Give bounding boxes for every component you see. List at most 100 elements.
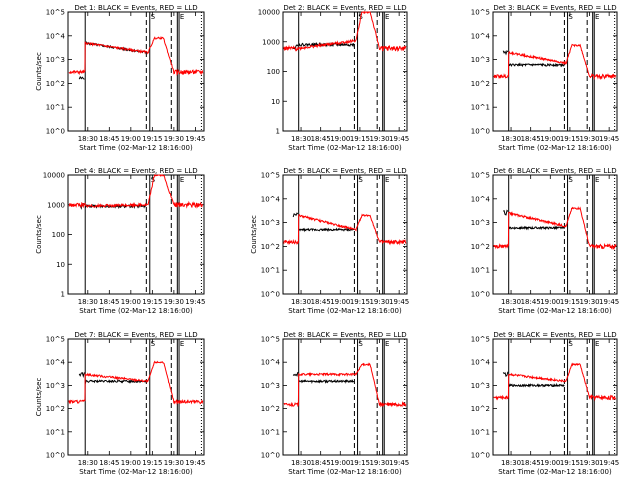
y-tick-label: 10^5 xyxy=(471,336,490,344)
x-tick-label: 19:30 xyxy=(164,459,184,467)
x-tick-label: 19:30 xyxy=(579,298,599,306)
y-tick-label: 10^0 xyxy=(471,291,490,299)
x-tick-label: 19:30 xyxy=(164,298,184,306)
y-tick-label: 10^2 xyxy=(46,80,65,88)
panel-det-8: Det 8: BLACK = Events, RED = LLD 10^0 10^1… xyxy=(261,331,409,476)
y-tick-label: 10^4 xyxy=(46,32,66,40)
x-tick-label: 18:45 xyxy=(311,135,331,143)
x-tick-label: 18:45 xyxy=(99,459,119,467)
y-tick-label: 1000 xyxy=(262,38,280,46)
y-tick-label: 10^2 xyxy=(46,405,65,413)
x-tick-label: 18:30 xyxy=(501,459,521,467)
y-tick-label: 10^1 xyxy=(471,104,490,112)
panel-title: Det 9: BLACK = Events, RED = LLD xyxy=(493,331,616,339)
flag-marker-label: E xyxy=(385,176,389,184)
panel-title: Det 4: BLACK = Events, RED = LLD xyxy=(74,167,197,175)
y-tick-label: 10^2 xyxy=(261,243,280,251)
y-tick-label: 10^1 xyxy=(261,267,280,275)
plot-frame xyxy=(282,174,408,295)
x-tick-label: 19:15 xyxy=(560,459,580,467)
x-axis-label: Start Time (02-Mar-12 18:16:00) xyxy=(79,307,193,315)
lld-series xyxy=(283,213,407,246)
y-tick-label: 10^5 xyxy=(46,9,65,17)
x-tick-label: 19:00 xyxy=(330,298,350,306)
plot-frame xyxy=(67,11,205,132)
y-tick-label: 10^1 xyxy=(46,428,65,436)
x-tick-label: 18:45 xyxy=(521,298,541,306)
x-tick-label: 18:30 xyxy=(501,135,521,143)
y-tick-label: 10^1 xyxy=(471,267,490,275)
x-tick-label: 18:45 xyxy=(99,298,119,306)
flag-marker-label: E xyxy=(595,176,599,184)
y-tick-label: 10^0 xyxy=(46,452,65,460)
x-tick-label: 19:45 xyxy=(389,459,409,467)
x-tick-label: 19:15 xyxy=(350,459,370,467)
x-tick-label: 18:30 xyxy=(78,135,98,143)
x-tick-label: 19:15 xyxy=(350,135,370,143)
panel-det-2: Det 2: BLACK = Events, RED = LLD 1 10 100 10… xyxy=(258,4,410,152)
x-tick-label: 18:30 xyxy=(291,298,311,306)
y-tick-label: 10000 xyxy=(258,9,280,17)
x-axis-label: Start Time (02-Mar-12 18:16:00) xyxy=(498,144,612,152)
panel-title: Det 3: BLACK = Events, RED = LLD xyxy=(493,4,616,12)
x-tick-label: 18:30 xyxy=(501,298,521,306)
x-tick-label: 18:45 xyxy=(521,459,541,467)
x-tick-label: 19:15 xyxy=(142,135,162,143)
plot-frame xyxy=(492,174,618,295)
y-tick-label: 10^5 xyxy=(471,9,490,17)
plot-frame xyxy=(282,11,408,132)
events-series-pre xyxy=(293,44,299,50)
x-tick-label: 19:00 xyxy=(330,459,350,467)
x-tick-label: 19:30 xyxy=(164,135,184,143)
x-tick-label: 18:45 xyxy=(311,298,331,306)
panel-det-4: Det 4: BLACK = Events, RED = LLD 1 10 100 10… xyxy=(35,167,205,315)
x-tick-label: 19:00 xyxy=(540,298,560,306)
y-tick-label: 10^4 xyxy=(471,32,491,40)
lld-series xyxy=(493,362,617,402)
panel-title: Det 7: BLACK = Events, RED = LLD xyxy=(74,331,197,339)
x-tick-label: 18:30 xyxy=(78,298,98,306)
events-series-pre xyxy=(502,49,509,56)
x-tick-label: 18:45 xyxy=(521,135,541,143)
plot-frame xyxy=(67,338,205,456)
y-tick-label: 10000 xyxy=(43,172,65,180)
x-tick-label: 19:45 xyxy=(185,298,205,306)
flag-marker-label: E xyxy=(595,13,599,21)
panel-title: Det 6: BLACK = Events, RED = LLD xyxy=(493,167,616,175)
y-tick-label: 1 xyxy=(61,291,65,299)
panel-title: Det 2: BLACK = Events, RED = LLD xyxy=(283,4,406,12)
events-series-pre xyxy=(292,212,299,218)
lld-series xyxy=(68,360,204,405)
y-tick-label: 10^3 xyxy=(471,219,490,227)
x-tick-label: 19:45 xyxy=(389,135,409,143)
x-axis-label: Start Time (02-Mar-12 18:16:00) xyxy=(498,468,612,476)
x-tick-label: 19:45 xyxy=(599,298,619,306)
y-tick-label: 10^2 xyxy=(471,243,490,251)
x-tick-label: 18:30 xyxy=(291,459,311,467)
x-axis-label: Start Time (02-Mar-12 18:16:00) xyxy=(288,468,402,476)
x-tick-label: 19:30 xyxy=(369,298,389,306)
panel-title: Det 8: BLACK = Events, RED = LLD xyxy=(283,331,406,339)
y-axis-label: Counts/sec xyxy=(35,378,43,417)
y-tick-label: 10^2 xyxy=(261,405,280,413)
events-series xyxy=(508,382,565,388)
lld-series xyxy=(493,43,617,81)
events-series-pre xyxy=(502,371,509,378)
x-tick-label: 19:30 xyxy=(579,135,599,143)
saa-marker-label: S xyxy=(151,340,156,348)
flag-marker-label: E xyxy=(180,176,184,184)
y-tick-label: 10^1 xyxy=(471,428,490,436)
x-tick-label: 19:15 xyxy=(142,298,162,306)
saa-marker-label: S xyxy=(568,340,573,348)
x-axis-label: Start Time (02-Mar-12 18:16:00) xyxy=(79,144,193,152)
y-tick-label: 10 xyxy=(56,261,65,269)
x-tick-label: 19:45 xyxy=(185,459,205,467)
y-axis-label: Counts/sec xyxy=(35,215,43,254)
panel-det-9: Det 9: BLACK = Events, RED = LLD 10^0 10^1… xyxy=(471,331,619,476)
events-series xyxy=(298,378,355,385)
y-axis-label: Counts/sec xyxy=(250,215,258,254)
flag-marker-label: E xyxy=(385,13,389,21)
panel-title: Det 1: BLACK = Events, RED = LLD xyxy=(74,4,197,12)
flag-marker-label: E xyxy=(180,340,184,348)
y-tick-label: 10^3 xyxy=(261,219,280,227)
